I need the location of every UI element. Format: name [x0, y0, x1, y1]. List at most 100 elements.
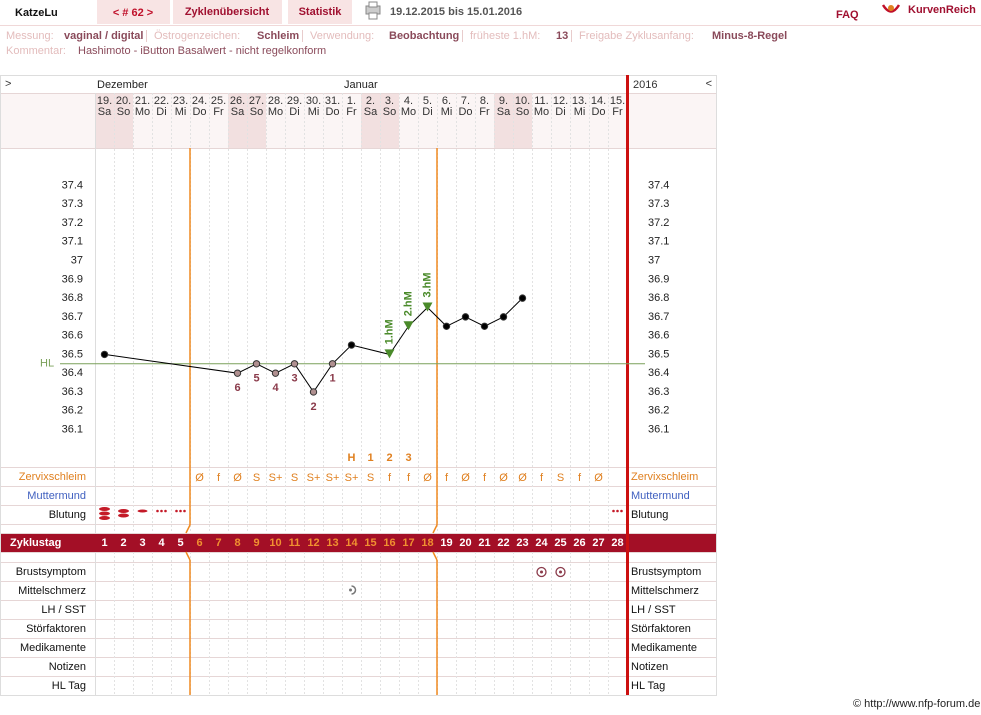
x-tick-label: 27 [592, 537, 604, 549]
weekday-label: Mi [441, 106, 453, 118]
info-value: Minus-8-Regel [712, 30, 787, 42]
phase-line [432, 524, 438, 561]
date-label: 10. [515, 95, 530, 107]
y-tick-label: 36.5 [648, 348, 669, 360]
weekday-label: Do [325, 106, 339, 118]
row-label: Medikamente [20, 642, 86, 654]
y-tick-label: 36.7 [62, 311, 83, 323]
row-label: Mittelschmerz [18, 585, 86, 597]
date-label: 13. [572, 95, 587, 107]
temperature-point [499, 313, 508, 321]
temperature-point [271, 369, 280, 377]
user-name[interactable]: KatzeLu [15, 7, 58, 19]
y-tick-label: 37.3 [648, 198, 669, 210]
temperature-point [309, 388, 318, 396]
row-label: Blutung [49, 509, 86, 521]
y-tick-label: 36.9 [648, 273, 669, 285]
row-label: HL Tag [52, 680, 86, 692]
info-value: 13 [556, 30, 568, 42]
bleeding-icon [99, 507, 110, 511]
cervix-symbol: S+ [269, 472, 283, 484]
info-value: vaginal / digital [64, 30, 143, 42]
temperature-line [104, 297, 523, 393]
weekday-label: So [250, 106, 263, 118]
date-label: 1. [347, 95, 356, 107]
bleeding-icon [160, 509, 163, 513]
x-tick-label: 18 [421, 537, 433, 549]
weekday-label: Mo [135, 106, 150, 118]
date-label: 23. [173, 95, 188, 107]
row-label: LH / SST [41, 604, 86, 616]
date-label: 5. [423, 95, 432, 107]
weekday-label: Mi [574, 106, 586, 118]
weekday-label: Fr [479, 106, 490, 118]
x-tick-label: 2 [120, 537, 126, 549]
low-label: 5 [253, 373, 259, 385]
x-tick-label: 12 [307, 537, 319, 549]
y-tick-label: 36.9 [62, 273, 83, 285]
x-tick-label: 22 [497, 537, 509, 549]
weekday-label: Fr [213, 106, 224, 118]
brand-name[interactable]: KurvenReich [908, 4, 976, 16]
breast-icon [540, 570, 543, 574]
row-label: Blutung [631, 509, 668, 521]
cervix-symbol: Ø [233, 472, 242, 484]
temperature-point [384, 349, 395, 359]
weekday-label: Mo [401, 106, 416, 118]
cervix-symbol: f [540, 472, 544, 484]
row-label: Muttermund [27, 490, 86, 502]
bleeding-icon [118, 513, 129, 518]
pain-icon [351, 585, 357, 595]
y-tick-label: 37 [648, 254, 660, 266]
x-tick-label: 5 [177, 537, 183, 549]
faq-link[interactable]: FAQ [836, 9, 859, 21]
cycle-day-label: Zyklustag [10, 537, 61, 549]
date-range: 19.12.2015 bis 15.01.2016 [390, 6, 522, 18]
row-label: Medikamente [631, 642, 697, 654]
tab[interactable]: Statistik [299, 6, 343, 18]
weekend-shade [95, 93, 114, 148]
weekday-label: Di [289, 106, 299, 118]
x-tick-label: 14 [345, 537, 358, 549]
y-tick-label: 36.4 [648, 367, 669, 379]
date-label: 4. [404, 95, 413, 107]
month-label: Dezember [97, 79, 148, 91]
y-tick-label: 36.2 [62, 405, 83, 417]
low-label: 6 [234, 382, 240, 394]
date-label: 7. [461, 95, 470, 107]
date-band [627, 93, 716, 148]
weekend-shade [380, 93, 399, 148]
date-label: 6. [442, 95, 451, 107]
tab[interactable]: Zyklenübersicht [185, 6, 270, 18]
weekday-label: Do [192, 106, 206, 118]
month-label: Januar [344, 79, 378, 91]
cycle-nav[interactable]: < # 62 > [113, 7, 153, 19]
nav-next[interactable]: < [706, 78, 712, 90]
low-label: 4 [272, 382, 279, 394]
x-tick-label: 11 [289, 537, 301, 549]
date-label: 15. [610, 95, 625, 107]
x-tick-label: 19 [440, 537, 452, 549]
print-icon[interactable] [365, 1, 381, 20]
y-tick-label: 36.6 [648, 330, 669, 342]
bleeding-icon [183, 509, 186, 513]
nav-prev[interactable]: > [5, 78, 11, 90]
weekday-label: So [117, 106, 130, 118]
bleeding-icon [99, 516, 110, 520]
row-label: Störfaktoren [631, 623, 691, 635]
weekday-label: Do [458, 106, 472, 118]
y-tick-label: 36.1 [648, 423, 669, 435]
date-label: 31. [325, 95, 340, 107]
y-tick-label: 37.1 [62, 236, 83, 248]
bleeding-icon [612, 509, 615, 513]
weekday-label: Mi [175, 106, 187, 118]
weekday-label: Fr [346, 106, 357, 118]
x-tick-label: 24 [535, 537, 548, 549]
cervix-symbol: S [253, 472, 260, 484]
x-tick-label: 9 [253, 537, 259, 549]
x-tick-label: 3 [139, 537, 145, 549]
info-value: Hashimoto - iButton Basalwert - nicht re… [78, 45, 326, 57]
low-label: 1 [329, 373, 335, 385]
temperature-point [480, 322, 489, 330]
weekend-shade [114, 93, 133, 148]
